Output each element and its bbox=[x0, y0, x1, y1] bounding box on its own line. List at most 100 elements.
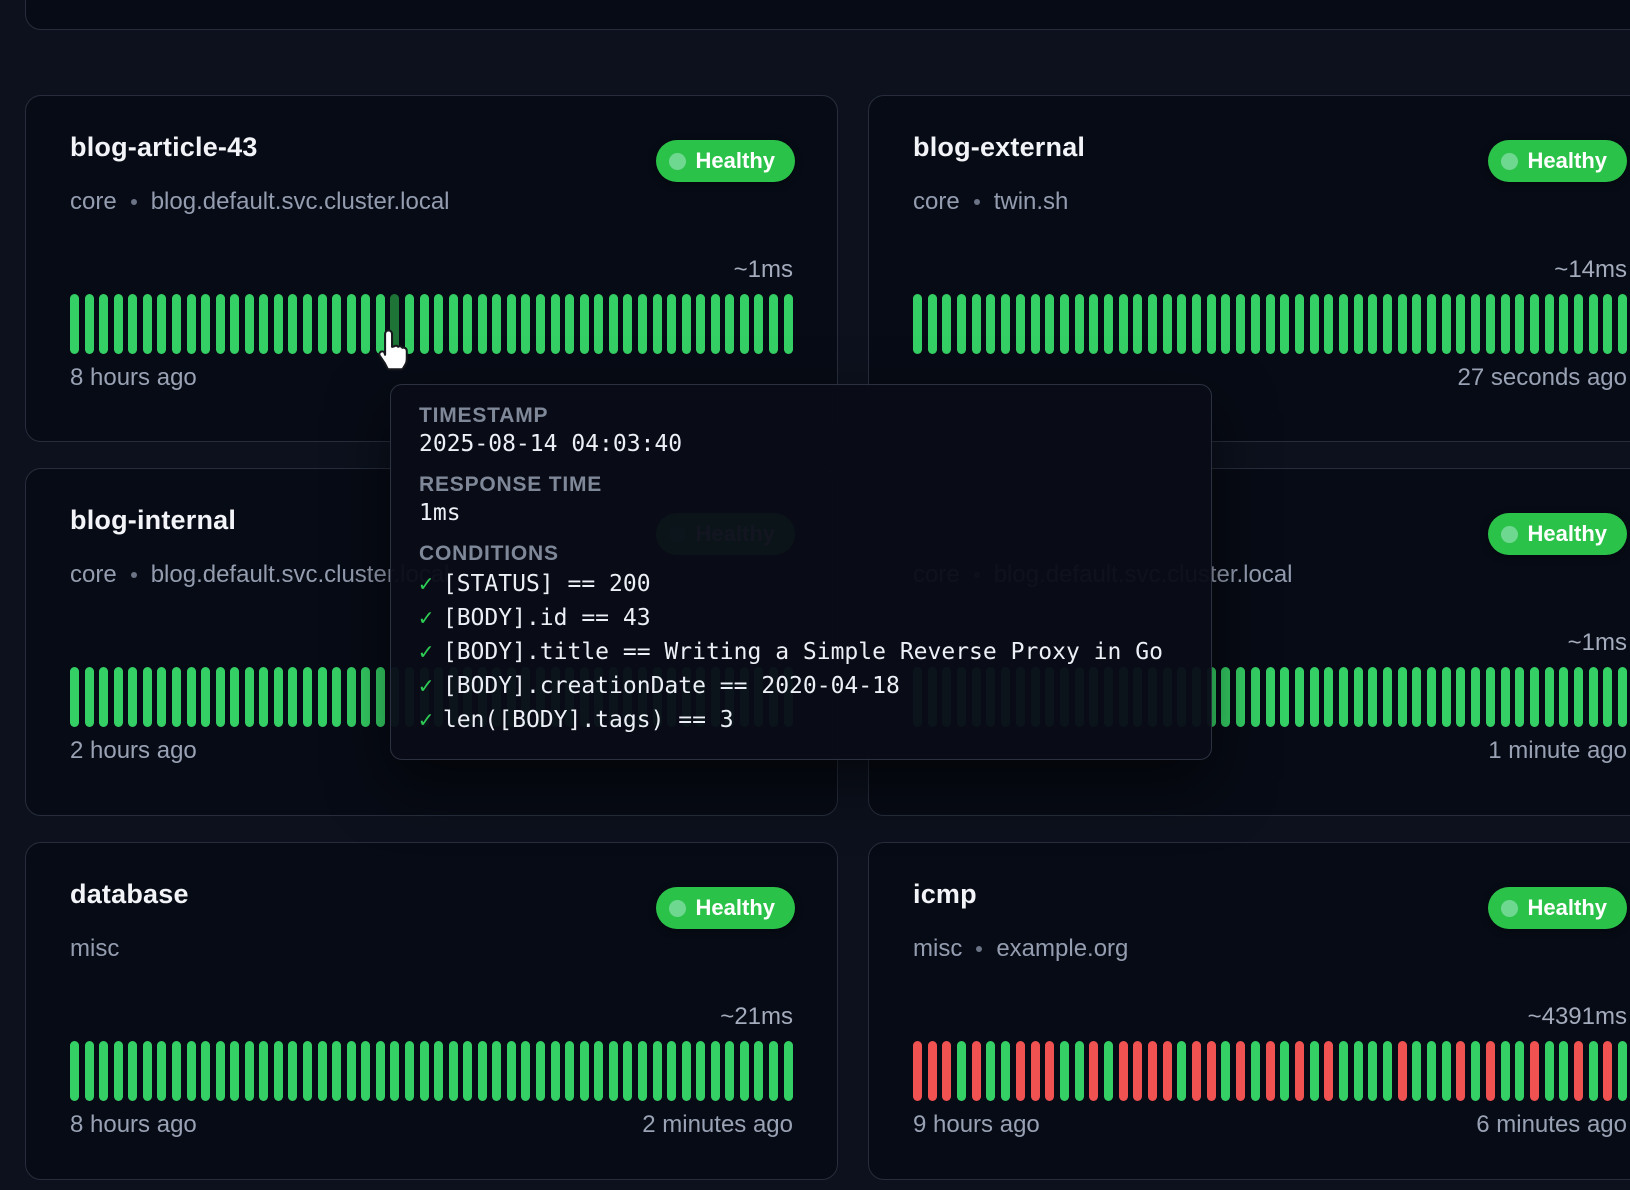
history-bar-up[interactable] bbox=[725, 1041, 734, 1101]
history-bar-up[interactable] bbox=[114, 1041, 123, 1101]
history-bar-up[interactable] bbox=[463, 1041, 472, 1101]
history-bar-up[interactable] bbox=[259, 667, 268, 727]
history-bar-up[interactable] bbox=[463, 294, 472, 354]
partial-card-above[interactable] bbox=[25, 0, 1630, 30]
history-bar-up[interactable] bbox=[216, 1041, 225, 1101]
history-bar-up[interactable] bbox=[521, 294, 530, 354]
history-bar-up[interactable] bbox=[536, 294, 545, 354]
history-bar-up[interactable] bbox=[1280, 1041, 1289, 1101]
history-bar-up[interactable] bbox=[1618, 667, 1627, 727]
history-bar-up[interactable] bbox=[754, 294, 763, 354]
history-bar-up[interactable] bbox=[1515, 1041, 1524, 1101]
history-bar-up[interactable] bbox=[245, 294, 254, 354]
history-bar-up[interactable] bbox=[711, 294, 720, 354]
history-bar-up[interactable] bbox=[507, 294, 516, 354]
history-bar-up[interactable] bbox=[507, 1041, 516, 1101]
history-bar-up[interactable] bbox=[1368, 667, 1377, 727]
history-bar-up[interactable] bbox=[609, 294, 618, 354]
history-bar-up[interactable] bbox=[332, 667, 341, 727]
history-bar-up[interactable] bbox=[1383, 1041, 1392, 1101]
history-bar-up[interactable] bbox=[667, 294, 676, 354]
history-bar-up[interactable] bbox=[784, 1041, 793, 1101]
history-bar-up[interactable] bbox=[1148, 294, 1157, 354]
history-bar-up[interactable] bbox=[420, 294, 429, 354]
history-bar-up[interactable] bbox=[1398, 667, 1407, 727]
history-bar-up[interactable] bbox=[157, 1041, 166, 1101]
history-bar-up[interactable] bbox=[1324, 294, 1333, 354]
history-bar-up[interactable] bbox=[1310, 1041, 1319, 1101]
history-bar-up[interactable] bbox=[1589, 667, 1598, 727]
history-bar-up[interactable] bbox=[623, 294, 632, 354]
history-bar-up[interactable] bbox=[1442, 667, 1451, 727]
history-bar-up[interactable] bbox=[347, 294, 356, 354]
history-bar-up[interactable] bbox=[1545, 1041, 1554, 1101]
history-bar-down[interactable] bbox=[1266, 1041, 1275, 1101]
history-bar-up[interactable] bbox=[230, 1041, 239, 1101]
history-bar-up[interactable] bbox=[1354, 1041, 1363, 1101]
history-bar-up[interactable] bbox=[957, 1041, 966, 1101]
history-bar-down[interactable] bbox=[1398, 1041, 1407, 1101]
history-bar-up[interactable] bbox=[99, 667, 108, 727]
history-bar-up[interactable] bbox=[274, 1041, 283, 1101]
history-bar-up[interactable] bbox=[492, 294, 501, 354]
history-bar-up[interactable] bbox=[201, 294, 210, 354]
history-bar-up[interactable] bbox=[740, 1041, 749, 1101]
history-bar-up[interactable] bbox=[1427, 667, 1436, 727]
history-bar-up[interactable] bbox=[1280, 294, 1289, 354]
history-bar-up[interactable] bbox=[1501, 1041, 1510, 1101]
history-bar-up[interactable] bbox=[1339, 294, 1348, 354]
history-bar-up[interactable] bbox=[1075, 1041, 1084, 1101]
history-bar-up[interactable] bbox=[594, 294, 603, 354]
history-bar-up[interactable] bbox=[1295, 294, 1304, 354]
history-bar-up[interactable] bbox=[1545, 667, 1554, 727]
history-bar-up[interactable] bbox=[376, 1041, 385, 1101]
history-bar-up[interactable] bbox=[682, 294, 691, 354]
history-bar-up[interactable] bbox=[594, 1041, 603, 1101]
history-bar-up[interactable] bbox=[216, 294, 225, 354]
history-bar-up[interactable] bbox=[1383, 294, 1392, 354]
history-bar-up[interactable] bbox=[1221, 667, 1230, 727]
history-bar-up[interactable] bbox=[667, 1041, 676, 1101]
history-bar-up[interactable] bbox=[1031, 294, 1040, 354]
history-bar-up[interactable] bbox=[303, 294, 312, 354]
history-bar-up[interactable] bbox=[318, 1041, 327, 1101]
history-bar-down[interactable] bbox=[1603, 1041, 1612, 1101]
history-bar-up[interactable] bbox=[361, 667, 370, 727]
history-bar-up[interactable] bbox=[172, 1041, 181, 1101]
history-bar-up[interactable] bbox=[1119, 294, 1128, 354]
history-bar-up[interactable] bbox=[216, 667, 225, 727]
history-bar-up[interactable] bbox=[1427, 294, 1436, 354]
history-bar-up[interactable] bbox=[1412, 1041, 1421, 1101]
history-bar-up[interactable] bbox=[318, 667, 327, 727]
history-bar-up[interactable] bbox=[1177, 1041, 1186, 1101]
history-bar-up[interactable] bbox=[478, 294, 487, 354]
history-bar-up[interactable] bbox=[1104, 294, 1113, 354]
history-bar-up[interactable] bbox=[1192, 294, 1201, 354]
history-bar-up[interactable] bbox=[928, 294, 937, 354]
history-bar-down[interactable] bbox=[1530, 1041, 1539, 1101]
history-bar-up[interactable] bbox=[201, 1041, 210, 1101]
history-bar-up[interactable] bbox=[143, 294, 152, 354]
history-bar-up[interactable] bbox=[536, 1041, 545, 1101]
history-bar-up[interactable] bbox=[245, 1041, 254, 1101]
history-bar-up[interactable] bbox=[376, 667, 385, 727]
history-bar-down[interactable] bbox=[942, 1041, 951, 1101]
history-bar-up[interactable] bbox=[85, 1041, 94, 1101]
history-bar-up[interactable] bbox=[70, 294, 79, 354]
history-bar-up[interactable] bbox=[1589, 1041, 1598, 1101]
history-bar-up[interactable] bbox=[70, 667, 79, 727]
history-bar-down[interactable] bbox=[1016, 1041, 1025, 1101]
history-bar-up[interactable] bbox=[288, 294, 297, 354]
history-bar-up[interactable] bbox=[653, 294, 662, 354]
history-bar-up[interactable] bbox=[259, 1041, 268, 1101]
history-bar-up[interactable] bbox=[913, 294, 922, 354]
history-bar-down[interactable] bbox=[1148, 1041, 1157, 1101]
history-bar-down[interactable] bbox=[1236, 1041, 1245, 1101]
history-bar-up[interactable] bbox=[1618, 1041, 1627, 1101]
history-bar-up[interactable] bbox=[157, 294, 166, 354]
history-bar-up[interactable] bbox=[1456, 294, 1465, 354]
history-bar-up[interactable] bbox=[187, 1041, 196, 1101]
history-bar-up[interactable] bbox=[1559, 294, 1568, 354]
history-bar-up[interactable] bbox=[157, 667, 166, 727]
history-bar-up[interactable] bbox=[1295, 667, 1304, 727]
